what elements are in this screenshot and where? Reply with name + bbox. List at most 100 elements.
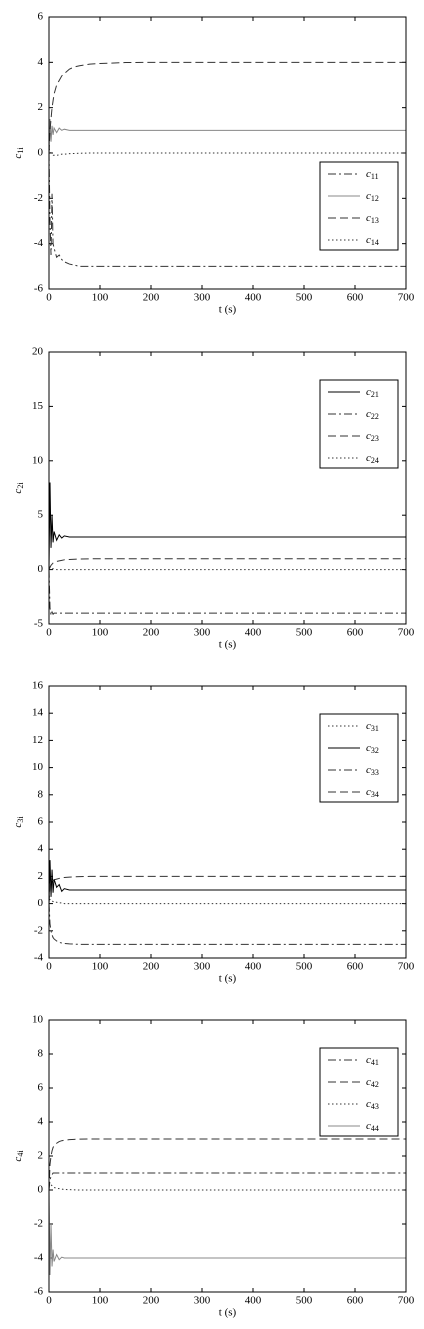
y-axis-label: c2i [12,482,25,494]
x-tick-label: 200 [143,961,160,973]
x-tick-label: 500 [296,961,313,973]
legend-label: c11 [366,168,379,181]
x-tick-label: 0 [46,1295,52,1307]
y-tick-label: 10 [32,1014,44,1026]
y-tick-label: 10 [32,454,44,466]
series-line [48,1138,406,1191]
series-line [48,903,406,945]
x-tick-label: 600 [347,627,364,639]
x-tick-label: 100 [92,1295,109,1307]
legend-label: c32 [366,742,379,755]
y-tick-label: 10 [32,761,44,773]
legend-label: c23 [366,430,379,443]
series-line [48,1172,406,1191]
y-tick-label: 15 [32,400,44,412]
series-line [48,61,406,154]
x-axis-label: t (s) [219,304,237,316]
x-tick-label: 0 [46,961,52,973]
x-tick-label: 300 [194,292,211,304]
y-tick-label: 5 [38,509,44,521]
series-line [48,1181,406,1191]
legend-label: c14 [366,234,379,247]
y-tick-label: 2 [38,1150,44,1162]
y-axis-label: c1i [12,147,25,159]
x-tick-label: 500 [296,292,313,304]
y-tick-label: -5 [34,618,44,630]
x-tick-label: 500 [296,627,313,639]
x-axis-label: t (s) [219,1307,237,1319]
y-tick-label: -2 [34,1218,43,1230]
x-tick-label: 100 [92,292,109,304]
legend-box [319,379,399,469]
x-tick-label: 700 [398,961,415,973]
y-tick-label: -2 [34,192,43,204]
series-line [48,558,406,570]
legend-label: c24 [366,452,379,465]
legend-box [319,161,399,251]
y-axis-label: c4i [12,1150,25,1162]
legend-label: c13 [366,212,379,225]
legend-box [319,1047,399,1137]
y-tick-label: 0 [38,1184,44,1196]
legend-label: c12 [366,190,379,203]
y-tick-label: -6 [34,1286,44,1298]
x-tick-label: 700 [398,1295,415,1307]
x-tick-label: 300 [194,961,211,973]
series-line [48,565,406,571]
series-line [48,1189,406,1276]
y-tick-label: 4 [38,1116,44,1128]
series-line [48,569,406,616]
legend-label: c21 [366,386,379,399]
y-tick-label: -6 [34,283,44,295]
series-line [48,152,406,267]
y-tick-label: 6 [38,11,44,23]
series-line [48,118,406,154]
x-tick-label: 400 [245,292,262,304]
legend-label: c31 [366,720,379,733]
x-tick-label: 0 [46,292,52,304]
y-tick-label: 20 [32,346,44,358]
legend-label: c44 [366,1120,379,1133]
y-tick-label: 4 [38,843,44,855]
x-tick-label: 600 [347,961,364,973]
legend-label: c43 [366,1098,379,1111]
y-tick-label: 6 [38,1082,44,1094]
x-axis-label: t (s) [219,639,237,651]
plot-frame [48,16,407,290]
plot-frame [48,351,407,625]
x-tick-label: 600 [347,292,364,304]
series-line [48,860,406,904]
plot-frame [48,685,407,959]
x-tick-label: 400 [245,627,262,639]
y-tick-label: 12 [32,734,43,746]
series-line [48,875,406,904]
plot-frame [48,1019,407,1293]
x-tick-label: 100 [92,627,109,639]
legend-label: c33 [366,764,379,777]
series-line [48,148,406,156]
x-tick-label: 200 [143,627,160,639]
y-tick-label: 16 [32,680,44,692]
y-tick-label: 8 [38,788,44,800]
x-tick-label: 200 [143,1295,160,1307]
x-tick-label: 200 [143,292,160,304]
legend-label: c42 [366,1076,379,1089]
legend-box [319,713,399,803]
x-tick-label: 400 [245,1295,262,1307]
y-tick-label: 0 [38,147,44,159]
x-tick-label: 700 [398,627,415,639]
x-tick-label: 600 [347,1295,364,1307]
y-tick-label: -4 [34,1252,44,1264]
y-tick-label: 6 [38,816,44,828]
y-tick-label: 0 [38,563,44,575]
x-tick-label: 300 [194,627,211,639]
legend-label: c22 [366,408,379,421]
y-tick-label: 0 [38,897,44,909]
y-tick-label: -4 [34,952,44,964]
x-tick-label: 500 [296,1295,313,1307]
y-tick-label: 14 [32,707,44,719]
y-tick-label: -2 [34,924,43,936]
x-tick-label: 100 [92,961,109,973]
legend-label: c34 [366,786,379,799]
